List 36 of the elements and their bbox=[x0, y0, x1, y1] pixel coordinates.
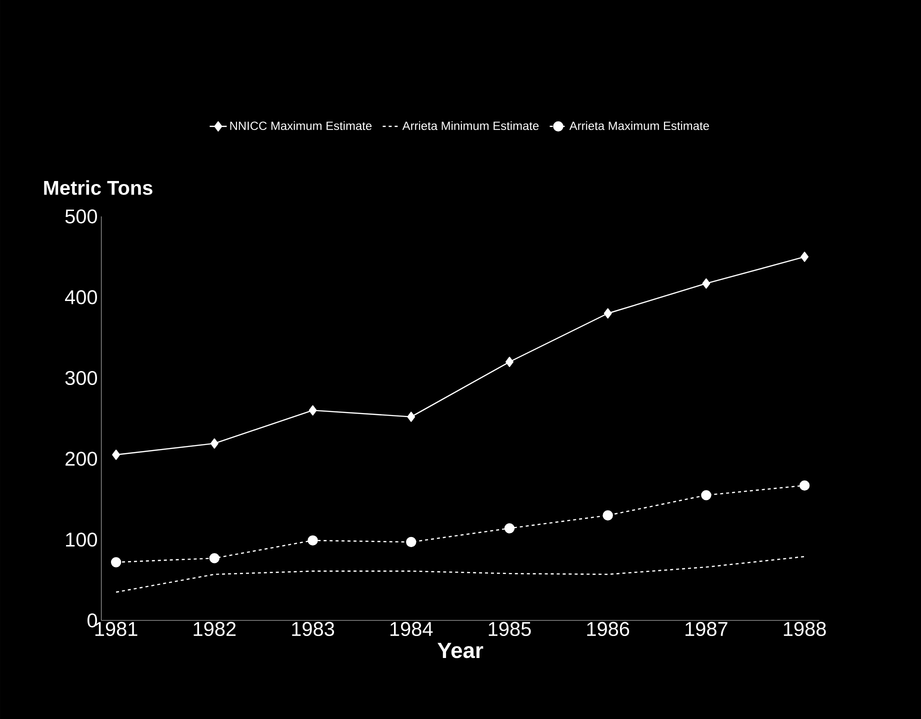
y-tick-label: 400 bbox=[65, 290, 98, 304]
point bbox=[308, 405, 317, 416]
x-tick-label: 1985 bbox=[488, 622, 531, 636]
point bbox=[406, 536, 416, 548]
point bbox=[209, 553, 220, 564]
y-tick-label: 100 bbox=[66, 532, 98, 547]
point bbox=[210, 438, 218, 449]
x-tick-label: 1982 bbox=[194, 622, 236, 636]
point bbox=[308, 535, 318, 546]
x-tick-label: 1983 bbox=[292, 622, 334, 636]
legend-label: Arrieta Minimum Estimate bbox=[402, 121, 539, 130]
point bbox=[799, 480, 810, 491]
x-tick-label: 1988 bbox=[784, 622, 826, 636]
point bbox=[701, 490, 712, 500]
y-tick-label: 300 bbox=[65, 370, 98, 386]
x-tick-label: 1981 bbox=[95, 622, 138, 636]
legend-label: Arrieta Maximum Estimate bbox=[569, 121, 709, 130]
point bbox=[602, 510, 613, 520]
x-axis-title: Year bbox=[438, 642, 484, 658]
legend-label: NNICC Maximum Estimate bbox=[230, 121, 372, 130]
point bbox=[504, 523, 515, 534]
y-tick-label: 0 bbox=[87, 613, 98, 628]
point bbox=[604, 308, 612, 318]
point bbox=[407, 412, 416, 422]
y-tick-label: 500 bbox=[65, 209, 98, 224]
x-tick-label: 1987 bbox=[686, 622, 728, 636]
point bbox=[800, 252, 809, 262]
line-series bbox=[115, 556, 806, 593]
point bbox=[506, 356, 514, 367]
point bbox=[702, 278, 710, 289]
x-tick-label: 1984 bbox=[390, 622, 433, 636]
x-tick-label: 1986 bbox=[587, 622, 630, 636]
point bbox=[110, 557, 122, 568]
y-axis-title: Metric Tons bbox=[44, 180, 152, 195]
point bbox=[112, 450, 120, 460]
y-tick-label: 200 bbox=[66, 452, 98, 466]
